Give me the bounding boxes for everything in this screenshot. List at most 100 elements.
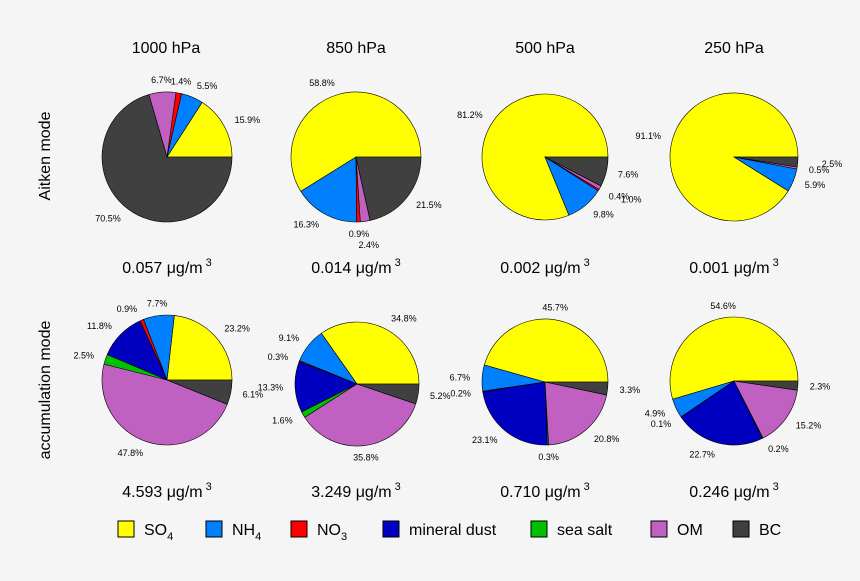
slice-label-bc: 70.5% [95, 214, 121, 224]
panel-total: 0.246 μg/m 3 [689, 481, 779, 501]
legend-label: OM [677, 522, 703, 539]
row-label-aitken: Aitken mode [37, 111, 54, 200]
slice-label-om: 6.7% [151, 75, 172, 85]
pie-aitken-mode-1000-hpa: 15.9% 5.5% 1.4%6.7% 70.5% [95, 75, 260, 223]
pie-slice-om [304, 383, 417, 447]
legend-item-mineral-dust: mineral dust [382, 520, 497, 539]
row-labels: Aitken mode accumulation mode [37, 111, 54, 459]
slice-label-no3: 0.9% [117, 304, 138, 314]
column-title-500-hpa: 500 hPa [515, 40, 575, 57]
pie-slice-bc [101, 94, 233, 223]
slice-label-nh4: 16.3% [293, 220, 319, 230]
pie-panels: 15.9%5.5%1.4%6.7%70.5%58.8%16.3%0.9%2.4%… [73, 75, 842, 462]
pie-accumulation-mode-1000-hpa: 23.2% 7.7% 0.9% 11.8% 2.5% 47.8% 6.1% [73, 299, 263, 459]
panel-total: 0.014 μg/m 3 [311, 257, 401, 277]
pie-slice-so4 [669, 316, 799, 400]
slice-label-no3: 0.9% [349, 229, 370, 239]
slice-label-om: 1.0% [621, 194, 642, 204]
slice-label-nh4: 9.8% [593, 210, 614, 220]
legend-label: sea salt [557, 522, 613, 539]
slice-label-sea-salt: 0.3% [538, 452, 559, 462]
slice-label-no3: 0.1% [651, 419, 672, 429]
pie-slice-nh4 [300, 156, 358, 223]
slice-label-om: 2.4% [358, 240, 379, 250]
slice-label-no3: 0.4% [609, 191, 630, 201]
legend-swatch [117, 520, 135, 538]
row-label-accumulation: accumulation mode [37, 321, 54, 460]
pie-slice-mineral-dust [680, 380, 763, 446]
slice-label-bc: 2.5% [822, 159, 843, 169]
slice-label-no3: 0.2% [450, 389, 471, 399]
slice-label-so4: 58.8% [309, 78, 335, 88]
panel-total: 0.002 μg/m 3 [500, 257, 590, 277]
slice-label-sea-salt: 2.5% [73, 351, 94, 361]
slice-label-om: 20.8% [594, 434, 620, 444]
pie-slice-bc [544, 156, 609, 187]
column-title-1000-hpa: 1000 hPa [132, 40, 201, 57]
slice-label-om: 15.2% [796, 420, 822, 430]
slice-label-om: 35.8% [353, 453, 379, 463]
slice-label-mineral-dust: 13.3% [258, 383, 284, 393]
legend-swatch [290, 520, 308, 538]
column-title-850-hpa: 850 hPa [326, 40, 386, 57]
pie-slice-so4 [320, 321, 420, 385]
pie-aitken-mode-850-hpa: 58.8% 16.3% 0.9%2.4% 21.5% [290, 78, 442, 250]
pie-slice-bc [733, 156, 799, 168]
slice-label-mineral-dust: 23.1% [472, 435, 498, 445]
column-titles: 1000 hPa 850 hPa 500 hPa 250 hPa [132, 40, 764, 57]
pie-slice-bc [544, 381, 609, 396]
pie-accumulation-mode-250-hpa: 54.6% 4.9%0.1% 22.7% 0.2% 15.2% 2.3% [645, 301, 831, 460]
slice-label-bc: 7.6% [618, 170, 639, 180]
pie-slice-bc [356, 383, 420, 405]
slice-label-nh4: 5.5% [197, 81, 218, 91]
legend-swatch [205, 520, 223, 538]
pie-slice-so4 [166, 101, 233, 158]
pie-slice-bc [355, 156, 422, 221]
pie-aitken-mode-250-hpa: 91.1% 5.9% 0.5%2.5% [635, 92, 843, 222]
pie-slice-om [101, 363, 228, 446]
slice-label-so4: 54.6% [710, 301, 736, 311]
slice-label-so4: 15.9% [235, 115, 261, 125]
slice-label-sea-salt: 1.6% [272, 416, 293, 426]
legend-swatch [382, 520, 400, 538]
slice-label-nh4: 6.7% [450, 372, 471, 382]
legend-label: NH4 [232, 522, 261, 543]
legend-item-bc: BC [732, 520, 781, 539]
legend-item-sea-salt: sea salt [530, 520, 613, 539]
slice-label-sea-salt: 0.2% [768, 444, 789, 454]
pie-slice-mineral-dust [482, 381, 548, 446]
pie-slice-bc [733, 380, 799, 391]
legend-label: SO4 [144, 522, 173, 543]
pie-slice-om [544, 381, 608, 446]
panel-totals: 0.057 μg/m 3 0.014 μg/m 3 0.002 μg/m 3 0.00… [122, 257, 779, 501]
slice-label-nh4: 4.9% [645, 409, 666, 419]
slice-label-nh4: 5.9% [805, 180, 826, 190]
legend-item-no3: NO3 [290, 520, 347, 543]
slice-label-bc: 21.5% [416, 200, 442, 210]
legend-label: BC [759, 522, 781, 539]
panel-total: 0.057 μg/m 3 [122, 257, 212, 277]
slice-label-no3: 1.4% [171, 76, 192, 86]
pie-slice-bc [166, 379, 233, 405]
pie-slice-so4 [483, 318, 609, 383]
slice-label-om: 47.8% [118, 448, 144, 458]
slice-label-bc: 5.2% [430, 391, 451, 401]
pie-accumulation-mode-500-hpa: 45.7% 6.7% 0.2% 23.1% 0.3% 20.8% 3.3% [450, 303, 641, 462]
slice-label-so4: 45.7% [542, 303, 568, 313]
slice-label-so4: 34.8% [391, 313, 417, 323]
slice-label-mineral-dust: 11.8% [87, 321, 112, 331]
panel-total: 3.249 μg/m 3 [311, 481, 401, 501]
legend-label: mineral dust [409, 522, 497, 539]
column-title-250-hpa: 250 hPa [704, 40, 764, 57]
pie-slice-so4 [166, 315, 233, 381]
legend-label: NO3 [317, 522, 347, 543]
slice-label-no3: 0.3% [268, 352, 289, 362]
pie-accumulation-mode-850-hpa: 34.8% 9.1% 0.3% 13.3% 1.6% 35.8% 5.2% [258, 313, 451, 462]
slice-label-bc: 2.3% [810, 382, 831, 392]
slice-label-bc: 3.3% [620, 385, 641, 395]
panel-total: 0.710 μg/m 3 [500, 481, 590, 501]
slice-label-nh4: 7.7% [147, 299, 168, 309]
slice-label-nh4: 9.1% [279, 333, 300, 343]
legend-item-so4: SO4 [117, 520, 173, 543]
